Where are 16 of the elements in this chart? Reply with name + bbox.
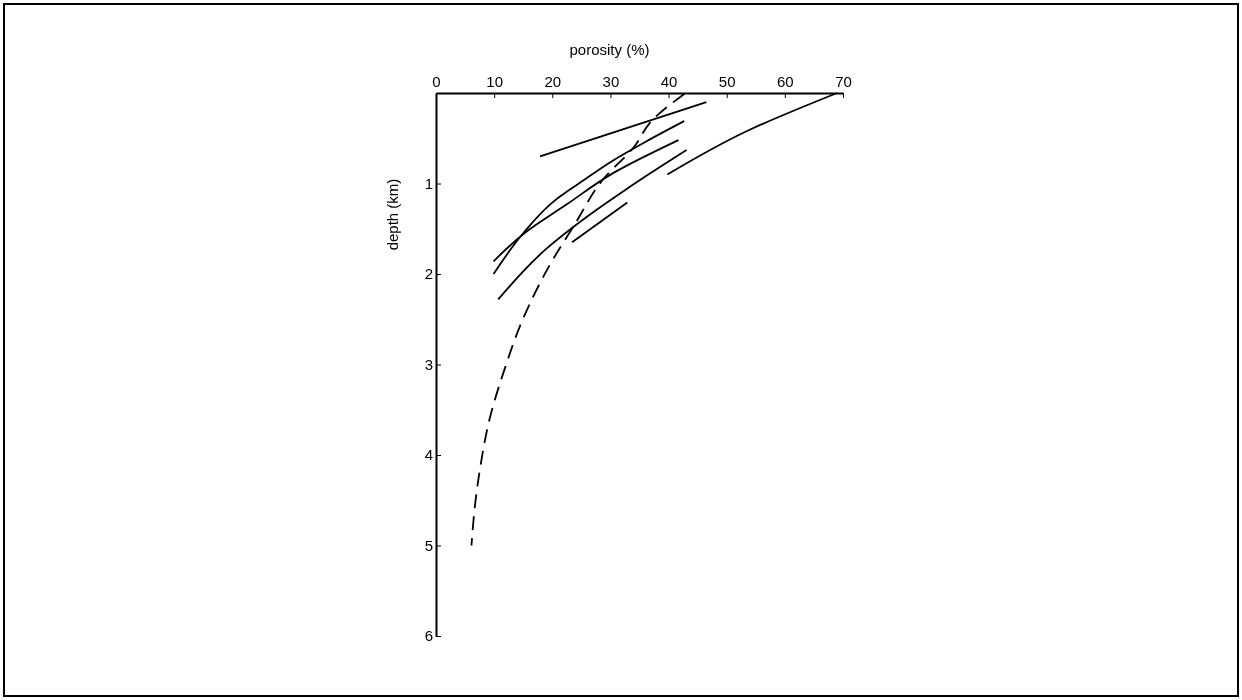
x-tick-label: 60 xyxy=(777,73,794,90)
y-tick-label: 1 xyxy=(424,174,433,192)
x-tick-label: 70 xyxy=(835,73,852,90)
x-tick-label: 10 xyxy=(486,73,503,90)
y-axis-title: depth (km) xyxy=(384,178,401,251)
y-tick-label: 5 xyxy=(424,536,433,554)
x-axis-title: porosity (%) xyxy=(569,41,650,58)
y-tick-label: 6 xyxy=(424,627,433,645)
x-tick-label: 0 xyxy=(432,73,441,90)
x-tick-label: 50 xyxy=(718,73,736,90)
x-tick-label: 40 xyxy=(660,73,678,90)
y-tick-label: 3 xyxy=(424,355,433,373)
y-tick-label: 4 xyxy=(424,446,433,464)
y-tick-label: 2 xyxy=(424,265,433,283)
x-tick-label: 20 xyxy=(544,73,562,90)
x-tick-label: 30 xyxy=(602,73,620,90)
